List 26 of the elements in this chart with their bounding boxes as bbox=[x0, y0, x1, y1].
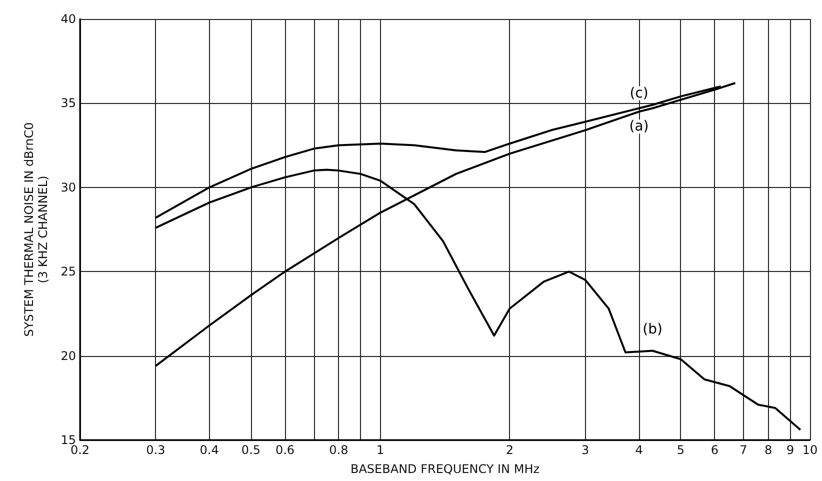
y-axis-title: SYSTEM THERMAL NOISE IN dBrnC0 (3 KHZ CHANNEL) bbox=[22, 122, 50, 337]
series-label: (c) bbox=[630, 85, 648, 102]
x-tick-label: 8 bbox=[764, 443, 772, 457]
x-tick-label: 10 bbox=[802, 443, 818, 457]
y-tick-label: 25 bbox=[60, 264, 76, 279]
x-tick-label: 1 bbox=[376, 443, 384, 457]
x-tick-label: 0.3 bbox=[146, 443, 166, 457]
x-tick-label: 4 bbox=[635, 443, 643, 457]
x-tick-label: 0.5 bbox=[241, 443, 261, 457]
y-tick-label: 40 bbox=[60, 12, 76, 26]
y-tick-label: 20 bbox=[60, 348, 76, 363]
y-tick-label: 35 bbox=[60, 96, 76, 110]
series-label: (a) bbox=[629, 118, 649, 135]
x-tick-label: 0.4 bbox=[200, 443, 219, 457]
x-tick-label: 2 bbox=[506, 443, 514, 457]
x-tick-label: 0.6 bbox=[275, 443, 295, 457]
x-tick-label: 0.2 bbox=[70, 443, 90, 457]
x-tick-label: 6 bbox=[710, 443, 718, 457]
x-tick-label: 9 bbox=[786, 443, 794, 457]
y-tick-label: 30 bbox=[60, 180, 76, 194]
x-tick-label: 0.8 bbox=[329, 443, 348, 457]
x-tick-label: 7 bbox=[740, 443, 748, 457]
series-label: (b) bbox=[642, 322, 662, 338]
x-tick-label: 3 bbox=[582, 443, 590, 457]
x-axis-title: BASEBAND FREQUENCY IN MHz bbox=[350, 462, 540, 476]
x-tick-label: 5 bbox=[676, 443, 684, 457]
